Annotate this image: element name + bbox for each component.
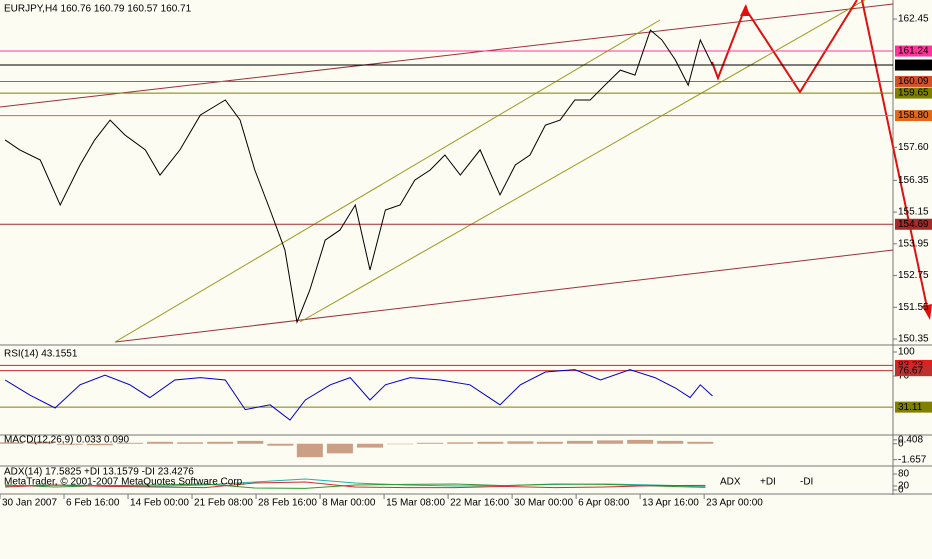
level-label-box xyxy=(895,365,932,377)
x-tick-label: 6 Feb 16:00 xyxy=(66,498,120,509)
x-tick-label: 13 Apr 16:00 xyxy=(642,498,699,509)
panel-title: RSI(14) 43.1551 xyxy=(4,349,78,360)
level-label: 160.09 xyxy=(898,76,929,87)
level-label-box xyxy=(895,45,932,57)
y-tick-label: -1.657 xyxy=(898,454,927,465)
histogram-bar xyxy=(267,443,294,446)
copyright: MetaTrader, © 2001-2007 MetaQuotes Softw… xyxy=(4,477,245,488)
histogram-bar xyxy=(597,440,624,444)
y-tick-label: 157.60 xyxy=(898,142,929,153)
series-line xyxy=(5,483,706,489)
histogram-bar xyxy=(0,442,24,444)
legend-entry: -DI xyxy=(800,477,813,488)
y-tick-label: 80 xyxy=(898,469,910,480)
x-tick-label: 21 Feb 08:00 xyxy=(194,498,253,509)
drawing-objects xyxy=(0,0,932,343)
histogram-bar xyxy=(207,441,234,444)
y-tick-label: 151.55 xyxy=(898,302,929,313)
y-tick-label: 156.35 xyxy=(898,175,929,186)
histogram-bar xyxy=(27,441,54,444)
histogram-bar xyxy=(357,443,384,448)
level-label: 76.67 xyxy=(898,365,923,376)
level-label: 160.71 xyxy=(898,60,929,71)
x-tick-label: 23 Apr 00:00 xyxy=(706,498,763,509)
level-label: 31.11 xyxy=(898,402,923,413)
forecast-arrow xyxy=(861,0,929,313)
histogram-bar xyxy=(177,442,204,444)
trend-line xyxy=(0,3,894,108)
histogram-bar xyxy=(687,441,714,444)
histogram-bar xyxy=(237,440,264,444)
level-label: 154.69 xyxy=(898,219,929,230)
histogram-bar xyxy=(627,439,654,444)
panel-title: MACD(12,26,9) 0.033 0.090 xyxy=(4,435,130,446)
histogram-bar xyxy=(536,441,563,444)
arrow-head xyxy=(922,304,932,320)
x-tick-label: 8 Mar 00:00 xyxy=(322,498,376,509)
legend-entry: ADX xyxy=(720,477,741,488)
y-tick-label: 150.35 xyxy=(898,334,929,345)
y-tick-label: 152.75 xyxy=(898,270,929,281)
y-tick-label: 0.408 xyxy=(898,434,923,445)
series-line xyxy=(4,29,713,324)
y-tick-label: 162.45 xyxy=(898,14,929,25)
histogram-bar xyxy=(296,443,323,458)
x-tick-label: 6 Apr 08:00 xyxy=(578,498,630,509)
channel-line xyxy=(114,19,661,343)
histogram-bar xyxy=(657,440,684,444)
level-label-box xyxy=(895,218,932,230)
histogram-bar xyxy=(387,443,414,445)
y-tick-label: 155.15 xyxy=(898,207,929,218)
x-tick-label: 14 Feb 00:00 xyxy=(130,498,189,509)
panel-title: EURJPY,H4 160.76 160.79 160.57 160.71 xyxy=(4,4,192,15)
x-tick-label: 22 Mar 16:00 xyxy=(450,498,509,509)
series-line xyxy=(4,369,713,421)
histogram-bar xyxy=(566,440,593,444)
trend-line xyxy=(114,249,894,343)
x-tick-label: 30 Jan 2007 xyxy=(2,498,57,509)
histogram-bar xyxy=(86,443,113,446)
y-tick-label: 153.95 xyxy=(898,238,929,249)
x-tick-label: 28 Feb 16:00 xyxy=(258,498,317,509)
panel-title: ADX(14) 17.5825 +DI 13.1579 -DI 23.4276 xyxy=(4,467,194,478)
histogram-bar xyxy=(56,443,83,445)
histogram-bar xyxy=(477,441,504,444)
level-label-box xyxy=(895,59,932,71)
level-label: 158.80 xyxy=(898,110,929,121)
level-label: 161.24 xyxy=(898,46,929,57)
x-tick-label: 15 Mar 08:00 xyxy=(386,498,445,509)
level-label: 159.65 xyxy=(898,88,929,99)
y-tick-label: 20 xyxy=(898,481,910,492)
legend-entry: +DI xyxy=(760,477,776,488)
arrow-head xyxy=(740,4,750,16)
y-tick-label: 100 xyxy=(898,347,915,358)
histogram-bar xyxy=(507,441,534,444)
y-tick-label: 0 xyxy=(898,485,904,496)
level-label-box xyxy=(895,87,932,99)
series-line xyxy=(5,481,706,489)
y-tick-label: 0 xyxy=(898,438,904,449)
x-tick-label: 30 Mar 00:00 xyxy=(514,498,573,509)
histogram-bar xyxy=(147,441,174,444)
histogram-bar xyxy=(326,443,353,454)
histogram-bar xyxy=(417,442,444,444)
level-label-box xyxy=(895,401,932,413)
level-label-box xyxy=(895,110,932,122)
histogram-bar xyxy=(116,442,143,444)
level-label-box xyxy=(895,75,932,87)
histogram-bar xyxy=(447,442,474,444)
